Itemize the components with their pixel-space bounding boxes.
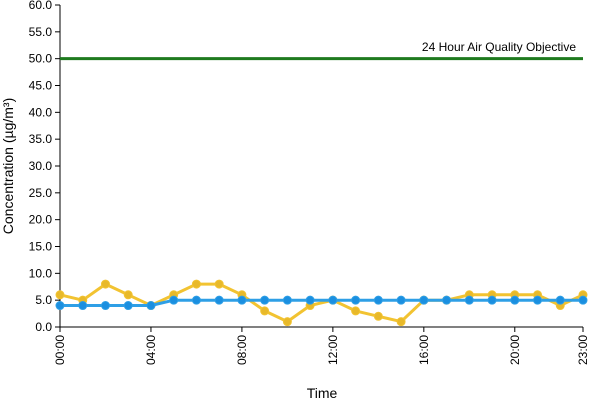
y-tick-label: 20.0 [29,213,53,227]
series-1-point [396,317,406,327]
series-2-point [578,295,588,305]
series-2-point [533,295,543,305]
y-tick-label: 35.0 [29,132,53,146]
y-tick-label: 0.0 [35,320,52,334]
y-tick-label: 60.0 [29,0,53,12]
x-tick-label: 16:00 [417,335,431,365]
series-2-point [328,295,338,305]
series-2-point [100,301,110,311]
series-1-point [123,290,133,300]
series-2-point [351,295,361,305]
x-ticks: 00:00 04:00 08:00 12:00 16:00 20:00 23:00 [53,327,590,365]
x-tick-label: 00:00 [53,335,67,365]
x-tick-label: 12:00 [326,335,340,365]
series-1-point [282,317,292,327]
series-2-point [169,295,179,305]
x-tick-label: 04:00 [144,335,158,365]
series-2-point [191,295,201,305]
y-tick-label: 10.0 [29,266,53,280]
series-2-point [78,301,88,311]
x-tick-label: 23:00 [576,335,590,365]
series-2-point [442,295,452,305]
series-1-point [260,306,270,316]
series-2-point [464,295,474,305]
series-1-point [373,311,383,321]
y-ticks: 0.0 5.0 10.0 15.0 20.0 25.0 30.0 35.0 40.0 45.0 50… [29,0,60,334]
series-2-point [419,295,429,305]
series-2-point [510,295,520,305]
series-2-point [487,295,497,305]
y-tick-label: 15.0 [29,240,53,254]
y-tick-label: 50.0 [29,52,53,66]
series-2-point [282,295,292,305]
x-axis-title: Time [307,385,338,400]
series-2-point [396,295,406,305]
y-tick-label: 45.0 [29,79,53,93]
y-tick-label: 40.0 [29,105,53,119]
reference-layer: 24 Hour Air Quality Objective [60,40,583,61]
series-1-point [55,290,65,300]
series-2-point [237,295,247,305]
series-2-point [305,295,315,305]
x-tick-label: 20:00 [508,335,522,365]
x-tick-label: 08:00 [235,335,249,365]
y-tick-label: 25.0 [29,186,53,200]
series-2-point [373,295,383,305]
series-1-point [214,279,224,289]
y-axis-title: Concentration (µg/m³) [0,98,16,234]
series-2-point [555,295,565,305]
series-2-point [55,301,65,311]
y-tick-label: 30.0 [29,159,53,173]
series-line-1 [59,282,584,324]
y-tick-label: 55.0 [29,25,53,39]
series-1-point [100,279,110,289]
air-quality-objective-label: 24 Hour Air Quality Objective [422,40,576,54]
series-2-point [123,301,133,311]
series-1-point [351,306,361,316]
series-2-point [146,301,156,311]
series-2-point [260,295,270,305]
series-2-point [214,295,224,305]
series-1-point [191,279,201,289]
y-tick-label: 5.0 [35,293,52,307]
series-layer [55,279,588,327]
